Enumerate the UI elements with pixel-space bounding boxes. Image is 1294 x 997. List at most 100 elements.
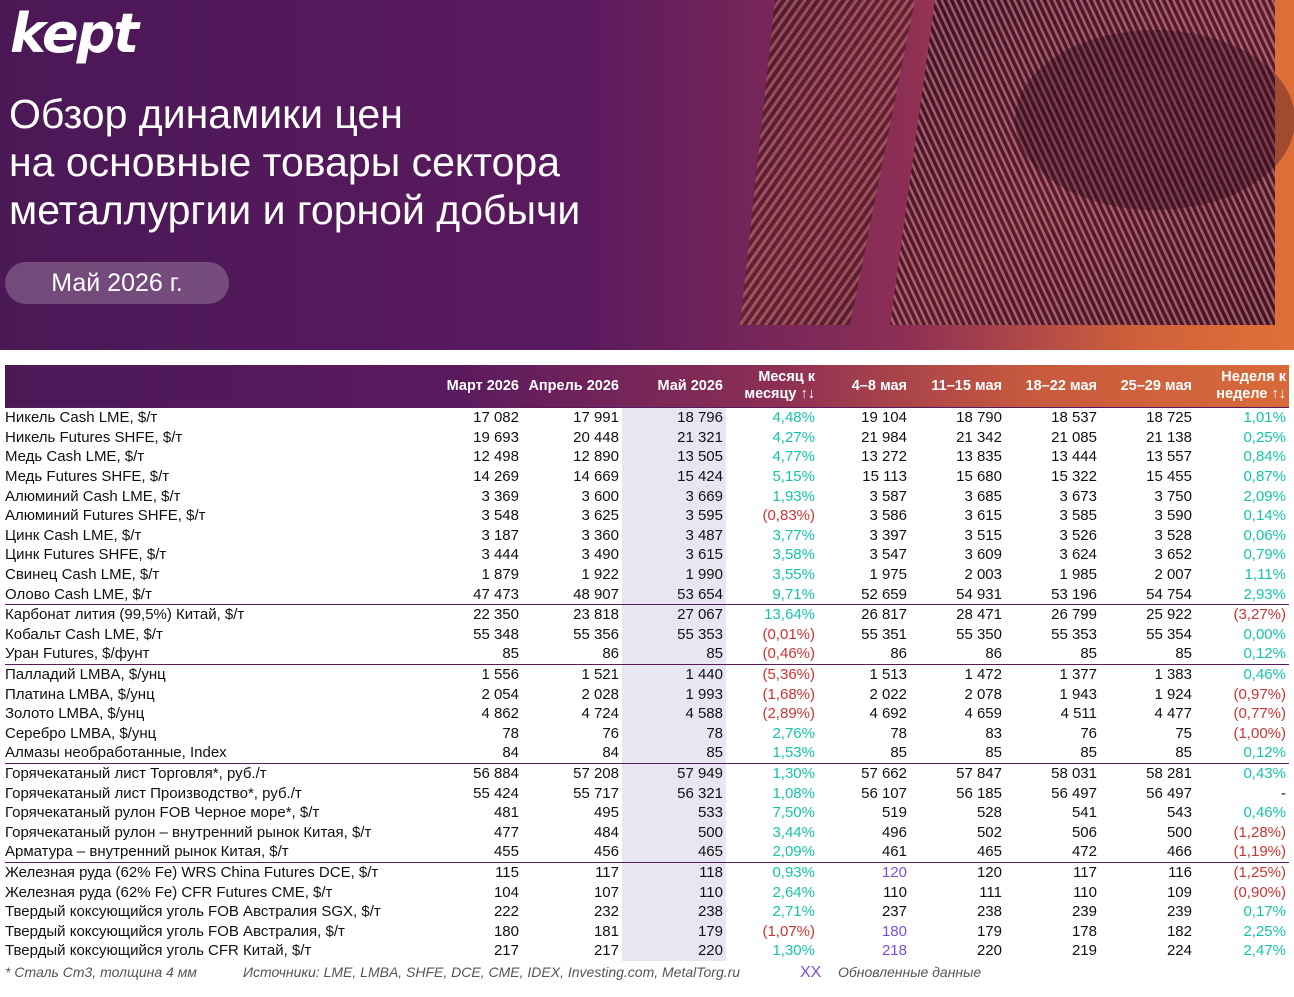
cell-name: Никель Futures SHFE, $/т [5, 428, 183, 446]
cell-apr: 484 [593, 823, 619, 841]
cell-may: 238 [622, 901, 726, 922]
cell-wow: 2,47% [1243, 942, 1286, 960]
cell-w1: 4 692 [869, 705, 907, 723]
cell-mom: 3,44% [772, 823, 815, 841]
cell-apr: 86 [602, 645, 619, 663]
cell-apr: 48 907 [573, 585, 619, 603]
cell-wow: (0,90%) [1233, 883, 1286, 901]
cell-w1: 3 397 [869, 526, 907, 544]
cell-may: 85 [622, 743, 726, 764]
col-header-w4: 25–29 мая [1120, 377, 1192, 394]
table-row: Цинк Futures SHFE, $/т 3 444 3 490 3 615 3,5… [5, 545, 1289, 565]
table-row: Железная руда (62% Fe) WRS China Futures… [5, 861, 1289, 883]
table-row: Алюминий Futures SHFE, $/т 3 548 3 625 3 59… [5, 505, 1289, 526]
table-row: Свинец Cash LME, $/т 1 879 1 922 1 990 3,55%… [5, 564, 1289, 585]
cell-name: Никель Cash LME, $/т [5, 406, 430, 428]
cell-w4: 543 [1166, 804, 1192, 822]
table-row: Алюминий Cash LME, $/т 3 369 3 600 3 669 1,9… [5, 486, 1289, 506]
cell-w3: 3 585 [1059, 507, 1097, 525]
cell-apr: 2 028 [581, 685, 619, 703]
table-row: Алмазы необработанные, Index 84 84 85 1,53% 8… [5, 743, 1289, 764]
cell-w4: 224 [1166, 942, 1192, 960]
col-header-w2: 11–15 мая [931, 377, 1002, 394]
cell-may: 110 [622, 882, 726, 902]
cell-apr: 14 669 [573, 468, 619, 486]
cell-mar: 22 350 [430, 603, 522, 625]
cell-may: 1 440 [622, 663, 726, 685]
cell-w3: 26 799 [1005, 603, 1100, 625]
cell-wow: (1,25%) [1195, 861, 1289, 883]
report-title: Обзор динамики цен на основные товары се… [9, 90, 580, 234]
cell-name: Твердый коксующийся уголь FOB Австралия,… [5, 922, 345, 940]
cell-w1: 55 351 [861, 625, 907, 643]
cell-mom: 7,50% [772, 804, 815, 822]
cell-apr: 17 991 [522, 406, 622, 428]
col-header-name [5, 365, 430, 408]
cell-mom: (0,46%) [762, 645, 815, 663]
cell-may: 53 654 [622, 584, 726, 605]
cell-w4: 1 924 [1154, 685, 1192, 703]
cell-wow: 0,17% [1243, 903, 1286, 921]
cell-w2: 220 [976, 942, 1002, 960]
cell-name: Горячекатаный рулон FOB Черное море*, $/… [5, 804, 320, 822]
cell-wow: 0,06% [1243, 526, 1286, 544]
cell-may: 500 [622, 822, 726, 843]
cell-name: Цинк Cash LME, $/т [5, 526, 142, 544]
cell-apr: 117 [522, 861, 622, 883]
cell-w2: 3 515 [964, 526, 1002, 544]
cell-mom: 13,64% [726, 603, 818, 625]
cell-w2: 86 [985, 645, 1002, 663]
col-header-mom: Месяц к месяцу ↑↓ [744, 369, 815, 402]
cell-wow: - [1281, 784, 1286, 802]
cell-wow: 0,46% [1195, 663, 1289, 685]
cell-wow: 2,93% [1243, 585, 1286, 603]
cell-wow: 2,09% [1243, 487, 1286, 505]
cell-name: Горячекатаный лист Производство*, руб./т [5, 784, 302, 802]
cell-w1: 85 [890, 744, 907, 762]
cell-w4: 239 [1166, 903, 1192, 921]
cell-mom: 3,77% [772, 526, 815, 544]
cell-mar: 222 [493, 903, 519, 921]
cell-w2: 238 [976, 903, 1002, 921]
cell-may: 85 [622, 644, 726, 665]
table-row: Золото LMBA, $/унц 4 862 4 724 4 588 (2,89%)… [5, 703, 1289, 724]
cell-w1: 2 022 [869, 685, 907, 703]
cell-w1: 21 984 [861, 428, 907, 446]
cell-w2: 2 078 [964, 685, 1002, 703]
cell-w3: 3 526 [1059, 526, 1097, 544]
cell-may: 3 595 [622, 505, 726, 526]
cell-w3: 1 377 [1005, 663, 1100, 685]
cell-w4: 85 [1175, 744, 1192, 762]
cell-w4: 1 383 [1100, 663, 1195, 685]
cell-name: Платина LMBA, $/унц [5, 685, 155, 703]
cell-mom: (5,36%) [726, 663, 818, 685]
cell-mom: 4,77% [772, 448, 815, 466]
cell-apr: 3 600 [581, 487, 619, 505]
cell-may: 57 949 [622, 762, 726, 784]
cell-apr: 3 360 [581, 526, 619, 544]
cell-name: Палладий LMBA, $/унц [5, 663, 430, 685]
cell-mar: 1 879 [481, 566, 519, 584]
cell-name: Карбонат лития (99,5%) Китай, $/т [5, 603, 430, 625]
cell-name: Горячекатаный лист Торговля*, руб./т [5, 762, 430, 784]
cell-name: Уран Futures, $/фунт [5, 645, 150, 663]
cell-w2: 3 609 [964, 546, 1002, 564]
col-header-apr: Апрель 2026 [528, 377, 619, 394]
cell-name: Медь Cash LME, $/т [5, 448, 145, 466]
cell-mom: 1,93% [772, 487, 815, 505]
cell-name: Серебро LMBA, $/унц [5, 724, 157, 742]
cell-mar: 1 556 [430, 663, 522, 685]
cell-name: Алмазы необработанные, Index [5, 744, 227, 762]
cell-apr: 76 [602, 724, 619, 742]
cell-name: Медь Futures SHFE, $/т [5, 468, 170, 486]
cell-may: 3 615 [622, 545, 726, 565]
cell-may: 118 [622, 861, 726, 883]
cell-name: Железная руда (62% Fe) CFR Futures CME, … [5, 883, 333, 901]
cell-may: 1 990 [622, 564, 726, 585]
cell-w3: 472 [1071, 843, 1097, 861]
cell-mar: 4 862 [481, 705, 519, 723]
cell-mom: 4,27% [772, 428, 815, 446]
table-row: Платина LMBA, $/унц 2 054 2 028 1 993 (1,68%… [5, 684, 1289, 704]
cell-wow: 0,46% [1243, 804, 1286, 822]
cell-name: Алюминий Futures SHFE, $/т [5, 507, 206, 525]
